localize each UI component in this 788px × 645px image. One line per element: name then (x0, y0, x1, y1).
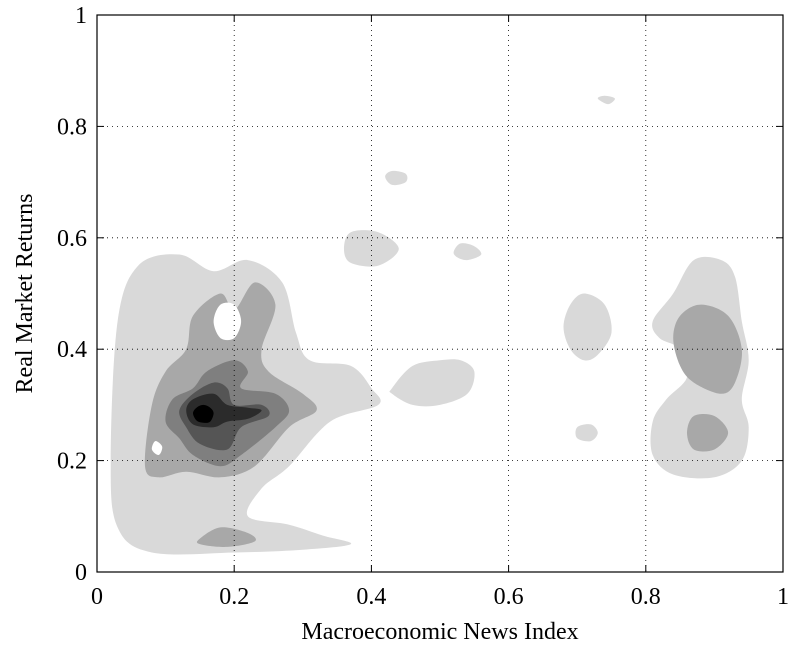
x-tick-label: 0.6 (494, 584, 524, 610)
contour-level-6-region-1 (193, 404, 214, 423)
y-tick-label: 0.8 (57, 114, 87, 140)
x-tick-label: 0.8 (631, 584, 661, 610)
y-tick-label: 0.4 (57, 337, 87, 363)
x-tick-label: 1 (777, 584, 788, 610)
x-tick-label: 0 (91, 584, 103, 610)
contour-fills-group (110, 95, 749, 555)
plot-frame (96, 14, 784, 573)
contour-level-1-region-3 (344, 230, 399, 267)
contour-level-1-region-7 (563, 293, 612, 361)
contour-level-1-region-4 (385, 170, 408, 186)
contour-level-2-region-2 (196, 527, 256, 547)
contour-level-1-region-2 (389, 359, 475, 407)
contour-level-2-region-4 (687, 413, 729, 452)
y-tick-label: 0.2 (57, 449, 87, 475)
contour-level-1-region-5 (453, 243, 482, 261)
y-ticks-group: 0 0.2 0.4 0.6 0.8 1 (57, 3, 783, 586)
contour-hole-2 (213, 302, 242, 341)
x-tick-label: 0.4 (356, 584, 386, 610)
y-tick-label: 1 (75, 3, 87, 29)
contour-level-1-region-8 (575, 424, 598, 442)
y-axis-label: Real Market Returns (12, 194, 38, 394)
contour-level-1-region-6 (597, 95, 615, 105)
contour-hole-1 (151, 441, 163, 456)
x-axis-label: Macroeconomic News Index (301, 619, 578, 645)
y-tick-label: 0 (75, 560, 87, 586)
x-tick-label: 0.2 (219, 584, 249, 610)
y-tick-label: 0.6 (57, 226, 87, 252)
x-ticks-group: 0 0.2 0.4 0.6 0.8 1 (91, 15, 788, 610)
